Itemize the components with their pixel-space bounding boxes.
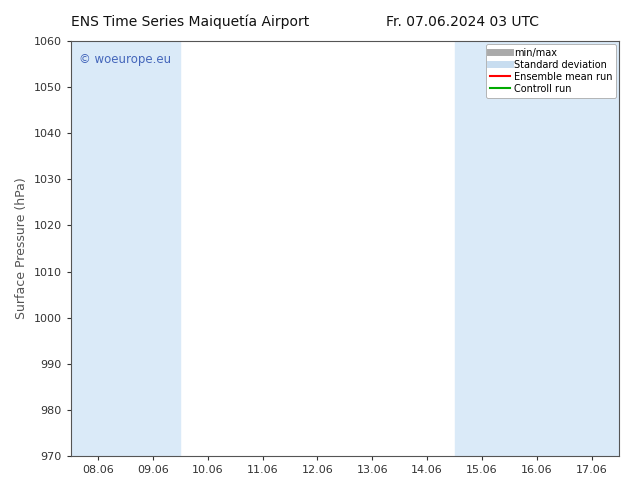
Bar	[455, 41, 509, 456]
Bar	[564, 41, 619, 456]
Bar	[509, 41, 564, 456]
Legend: min/max, Standard deviation, Ensemble mean run, Controll run: min/max, Standard deviation, Ensemble me…	[486, 44, 616, 98]
Bar	[71, 41, 126, 456]
Y-axis label: Surface Pressure (hPa): Surface Pressure (hPa)	[15, 178, 28, 319]
Text: Fr. 07.06.2024 03 UTC: Fr. 07.06.2024 03 UTC	[386, 15, 540, 29]
Bar	[126, 41, 180, 456]
Text: ENS Time Series Maiquetía Airport: ENS Time Series Maiquetía Airport	[71, 15, 309, 29]
Text: © woeurope.eu: © woeurope.eu	[79, 53, 171, 67]
